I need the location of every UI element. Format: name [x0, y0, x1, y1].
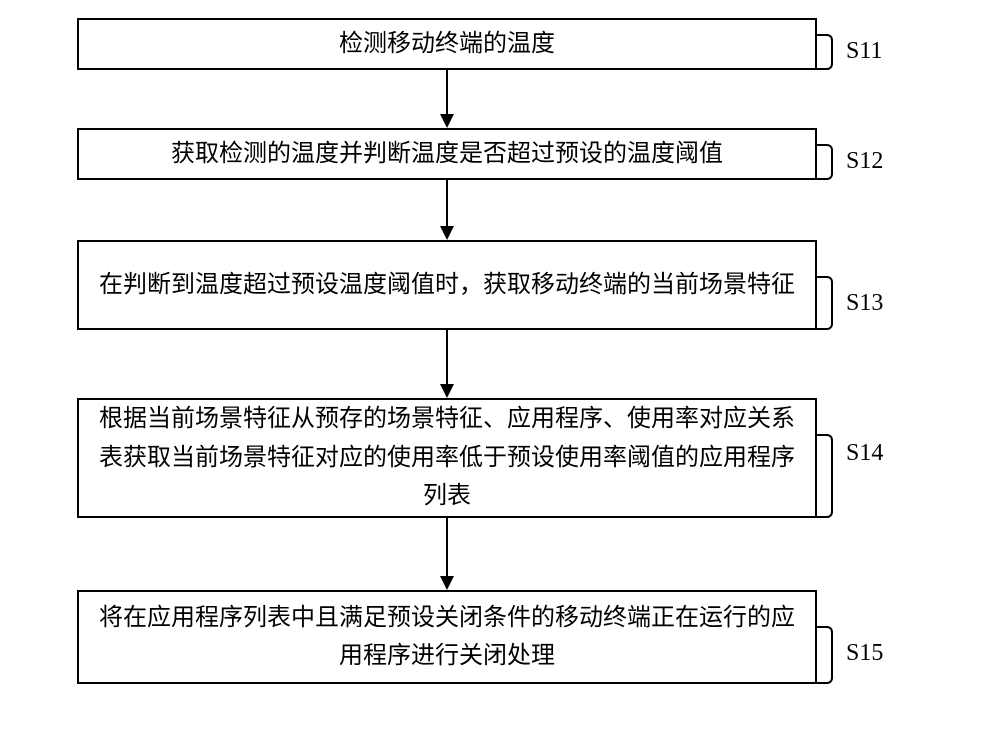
flow-arrow	[435, 180, 459, 240]
flow-step-text: 获取检测的温度并判断温度是否超过预设的温度阈值	[171, 135, 723, 173]
step-label: S11	[846, 38, 882, 65]
flow-step-text: 在判断到温度超过预设温度阈值时，获取移动终端的当前场景特征	[99, 266, 795, 304]
flow-arrow	[435, 330, 459, 398]
flow-arrow	[435, 518, 459, 590]
step-bracket	[817, 434, 833, 518]
step-label: S12	[846, 148, 883, 175]
flow-step-text: 根据当前场景特征从预存的场景特征、应用程序、使用率对应关系表获取当前场景特征对应…	[99, 400, 795, 515]
flow-step-b4: 根据当前场景特征从预存的场景特征、应用程序、使用率对应关系表获取当前场景特征对应…	[77, 398, 817, 518]
flow-step-b3: 在判断到温度超过预设温度阈值时，获取移动终端的当前场景特征	[77, 240, 817, 330]
flow-step-text: 检测移动终端的温度	[339, 25, 555, 63]
flow-arrow	[435, 70, 459, 128]
step-bracket	[817, 276, 833, 330]
flow-step-text: 将在应用程序列表中且满足预设关闭条件的移动终端正在运行的应用程序进行关闭处理	[99, 599, 795, 676]
step-label: S14	[846, 440, 883, 467]
flow-step-b5: 将在应用程序列表中且满足预设关闭条件的移动终端正在运行的应用程序进行关闭处理	[77, 590, 817, 684]
flow-step-b2: 获取检测的温度并判断温度是否超过预设的温度阈值	[77, 128, 817, 180]
step-label: S15	[846, 640, 883, 667]
step-label: S13	[846, 290, 883, 317]
flowchart-canvas: 检测移动终端的温度 S11 获取检测的温度并判断温度是否超过预设的温度阈值 S12 在判…	[0, 0, 1000, 742]
step-bracket	[817, 34, 833, 70]
step-bracket	[817, 626, 833, 684]
flow-step-b1: 检测移动终端的温度	[77, 18, 817, 70]
step-bracket	[817, 144, 833, 180]
